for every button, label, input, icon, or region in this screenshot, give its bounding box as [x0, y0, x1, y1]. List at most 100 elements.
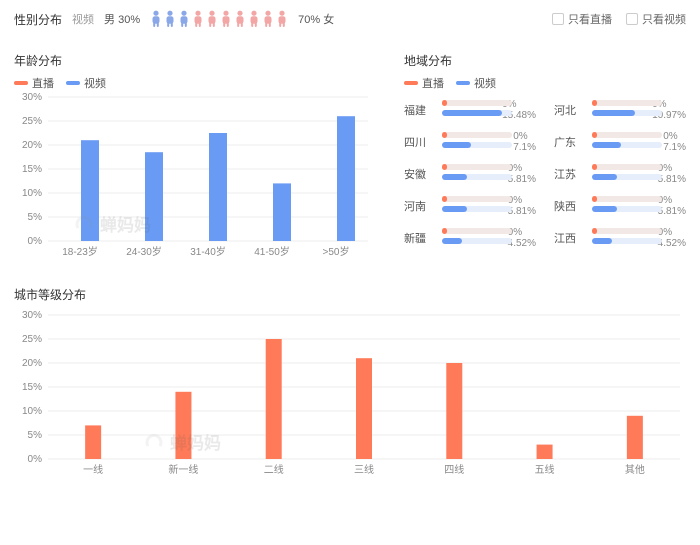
- region-video-bar: [442, 174, 467, 180]
- region-row: 河北0%10.97%: [554, 99, 686, 121]
- region-name: 江西: [554, 230, 584, 246]
- svg-text:20%: 20%: [22, 140, 42, 151]
- bar: [273, 183, 291, 241]
- region-live-bar: [442, 132, 447, 138]
- region-bars: [592, 196, 650, 216]
- legend-live-label: 直播: [422, 75, 444, 91]
- region-row: 河南0%5.81%: [404, 195, 536, 217]
- bar: [209, 133, 227, 241]
- region-live-bar: [592, 196, 597, 202]
- region-live-pct: 0%: [658, 195, 686, 206]
- region-live-bar: [592, 132, 597, 138]
- region-live-bar: [592, 100, 597, 106]
- region-row: 安徽0%5.81%: [404, 163, 536, 185]
- svg-text:24-30岁: 24-30岁: [126, 245, 162, 258]
- region-panel: 地域分布 直播 视频 福建0%15.48%河北0%10.97%四川0%7.1%广…: [404, 52, 686, 264]
- region-bars: [592, 100, 644, 120]
- legend-live-label: 直播: [32, 75, 54, 91]
- region-live-bar: [442, 100, 447, 106]
- region-video-bar: [442, 238, 462, 244]
- city-panel: 城市等级分布 0%5%10%15%20%25%30%一线新一线二线三线四线五线其…: [14, 286, 686, 482]
- filter-only-video[interactable]: 只看视频: [626, 11, 686, 27]
- age-panel: 年龄分布 直播 视频 0%5%10%15%20%25%30%18-23岁24-3…: [14, 52, 374, 264]
- region-bars: [442, 196, 500, 216]
- svg-text:20%: 20%: [22, 358, 42, 369]
- bar: [627, 416, 643, 459]
- legend-video[interactable]: 视频: [456, 75, 496, 91]
- region-bars: [442, 132, 505, 152]
- person-icon: [276, 10, 288, 28]
- legend-swatch-video: [66, 81, 80, 85]
- svg-text:一线: 一线: [83, 463, 103, 476]
- legend-live[interactable]: 直播: [14, 75, 54, 91]
- checkbox-icon: [552, 13, 564, 25]
- region-video-bar: [442, 206, 467, 212]
- two-column-row: 年龄分布 直播 视频 0%5%10%15%20%25%30%18-23岁24-3…: [14, 52, 686, 264]
- region-row: 广东0%7.1%: [554, 131, 686, 153]
- svg-text:41-50岁: 41-50岁: [254, 245, 290, 258]
- region-name: 四川: [404, 134, 434, 150]
- svg-text:新一线: 新一线: [168, 463, 198, 476]
- filter-only-live[interactable]: 只看直播: [552, 11, 612, 27]
- city-panel-head: 城市等级分布: [14, 286, 686, 303]
- female-text: 70% 女: [298, 11, 334, 27]
- svg-text:5%: 5%: [28, 430, 43, 441]
- person-icon: [262, 10, 274, 28]
- region-title: 地域分布: [404, 52, 452, 69]
- city-chart-svg: 0%5%10%15%20%25%30%一线新一线二线三线四线五线其他: [14, 309, 686, 479]
- region-video-bar: [442, 110, 502, 116]
- region-row: 江西0%4.52%: [554, 227, 686, 249]
- region-bars: [442, 164, 500, 184]
- bar: [175, 392, 191, 459]
- region-name: 河南: [404, 198, 434, 214]
- person-icon: [248, 10, 260, 28]
- region-row: 四川 0%7.1%: [404, 131, 536, 153]
- region-live-bar: [592, 164, 597, 170]
- svg-text:25%: 25%: [22, 116, 42, 127]
- svg-text:30%: 30%: [22, 92, 42, 103]
- region-name: 新疆: [404, 230, 434, 246]
- region-live-pct: 0%: [508, 163, 536, 174]
- legend-swatch-video: [456, 81, 470, 85]
- person-icon: [220, 10, 232, 28]
- region-name: 江苏: [554, 166, 584, 182]
- region-name: 广东: [554, 134, 584, 150]
- region-pct: 0%7.1%: [513, 131, 536, 153]
- person-icon: [178, 10, 190, 28]
- svg-text:三线: 三线: [354, 463, 374, 476]
- region-row: 陕西0%5.81%: [554, 195, 686, 217]
- svg-text:30%: 30%: [22, 310, 42, 321]
- legend-video[interactable]: 视频: [66, 75, 106, 91]
- region-video-bar: [592, 206, 617, 212]
- person-icon: [234, 10, 246, 28]
- region-legend: 直播 视频: [404, 75, 686, 91]
- legend-live[interactable]: 直播: [404, 75, 444, 91]
- region-bars: [592, 132, 655, 152]
- svg-text:>50岁: >50岁: [323, 245, 350, 258]
- filters: 只看直播 只看视频: [552, 11, 686, 27]
- region-live-bar: [442, 228, 447, 234]
- region-video-bar: [592, 238, 612, 244]
- region-bars: [592, 228, 650, 248]
- svg-text:15%: 15%: [22, 382, 42, 393]
- region-video-pct: 7.1%: [663, 142, 686, 153]
- svg-text:二线: 二线: [264, 463, 284, 476]
- region-name: 安徽: [404, 166, 434, 182]
- male-text: 男 30%: [104, 11, 140, 27]
- svg-text:五线: 五线: [535, 463, 555, 476]
- bar: [266, 339, 282, 459]
- region-name: 河北: [554, 102, 584, 118]
- svg-text:0%: 0%: [28, 454, 43, 465]
- region-video-bar: [592, 142, 621, 148]
- city-chart: 0%5%10%15%20%25%30%一线新一线二线三线四线五线其他 蝉妈妈: [14, 309, 686, 482]
- svg-text:5%: 5%: [28, 212, 43, 223]
- age-legend: 直播 视频: [14, 75, 374, 91]
- person-icon: [192, 10, 204, 28]
- svg-text:31-40岁: 31-40岁: [190, 245, 226, 258]
- region-bars: [442, 100, 494, 120]
- region-live-pct: 0%: [508, 195, 536, 206]
- bar: [85, 425, 101, 459]
- region-live-pct: 0%: [513, 131, 536, 142]
- person-icon: [150, 10, 162, 28]
- region-panel-head: 地域分布: [404, 52, 686, 69]
